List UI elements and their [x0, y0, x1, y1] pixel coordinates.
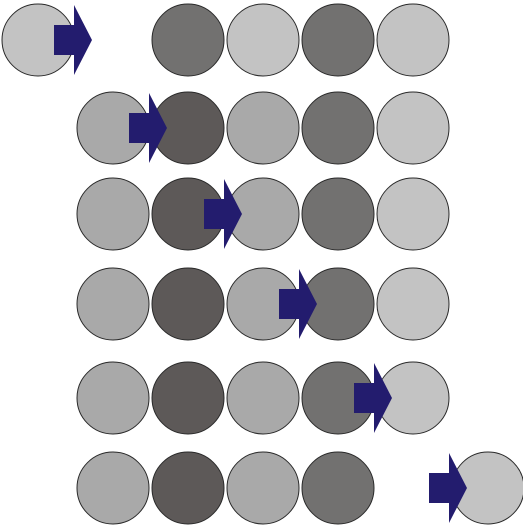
circle-row4-slot2 — [76, 267, 150, 341]
circle-row6-slot2 — [76, 451, 150, 525]
right-arrow-icon — [279, 269, 317, 339]
circle-row3-slot2 — [76, 177, 150, 251]
right-arrow-icon — [129, 93, 167, 163]
right-arrow-icon — [354, 363, 392, 433]
circle-row1-slot6 — [376, 3, 450, 77]
right-arrow-icon — [429, 453, 467, 523]
circle-row2-slot6 — [376, 91, 450, 165]
circle-row6-slot3 — [151, 451, 225, 525]
right-arrow-icon — [204, 179, 242, 249]
arrows-layer — [54, 5, 467, 523]
circle-row3-slot5 — [301, 177, 375, 251]
circle-row6-slot5 — [301, 451, 375, 525]
circle-row5-slot2 — [76, 361, 150, 435]
circle-row2-slot5 — [301, 91, 375, 165]
circle-row4-slot3 — [151, 267, 225, 341]
right-arrow-icon — [54, 5, 92, 75]
circle-row1-slot3 — [151, 3, 225, 77]
circles-layer — [1, 3, 523, 525]
circle-row1-slot5 — [301, 3, 375, 77]
circle-row5-slot3 — [151, 361, 225, 435]
circle-row5-slot4 — [226, 361, 300, 435]
circle-row4-slot6 — [376, 267, 450, 341]
circle-row1-slot4 — [226, 3, 300, 77]
circle-row6-slot4 — [226, 451, 300, 525]
circle-row2-slot4 — [226, 91, 300, 165]
circle-row3-slot6 — [376, 177, 450, 251]
